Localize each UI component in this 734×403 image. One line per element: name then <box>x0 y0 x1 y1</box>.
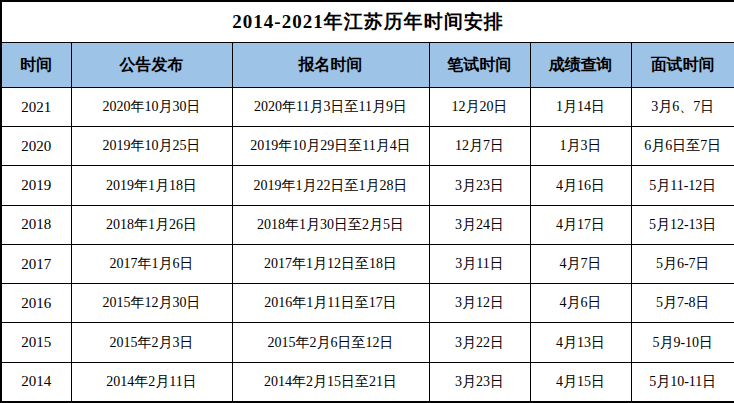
date-cell: 2015年12月30日 <box>71 284 232 323</box>
year-cell: 2014 <box>1 362 71 402</box>
year-cell: 2021 <box>1 88 71 127</box>
date-cell: 4月6日 <box>530 284 631 323</box>
date-cell: 2019年1月22日至1月28日 <box>232 166 429 205</box>
column-header: 面试时间 <box>631 43 734 88</box>
date-cell: 2017年1月12日至18日 <box>232 244 429 283</box>
year-cell: 2018 <box>1 205 71 244</box>
date-cell: 3月12日 <box>429 284 530 323</box>
date-cell: 2015年2月3日 <box>71 323 232 362</box>
date-cell: 3月22日 <box>429 323 530 362</box>
date-cell: 12月7日 <box>429 127 530 166</box>
date-cell: 4月16日 <box>530 166 631 205</box>
date-cell: 5月11-12日 <box>631 166 734 205</box>
table-row: 20212020年10月30日2020年11月3日至11月9日12月20日1月1… <box>1 88 734 127</box>
table-title: 2014-2021年江苏历年时间安排 <box>1 1 734 43</box>
date-cell: 5月9-10日 <box>631 323 734 362</box>
year-cell: 2019 <box>1 166 71 205</box>
table-row: 20162015年12月30日2016年1月11日至17日3月12日4月6日5月… <box>1 284 734 323</box>
date-cell: 2014年2月15日至21日 <box>232 362 429 402</box>
date-cell: 3月6、7日 <box>631 88 734 127</box>
date-cell: 6月6日至7日 <box>631 127 734 166</box>
date-cell: 2016年1月11日至17日 <box>232 284 429 323</box>
date-cell: 3月23日 <box>429 362 530 402</box>
date-cell: 4月15日 <box>530 362 631 402</box>
date-cell: 3月23日 <box>429 166 530 205</box>
date-cell: 12月20日 <box>429 88 530 127</box>
header-row: 时间公告发布报名时间笔试时间成绩查询面试时间 <box>1 43 734 88</box>
date-cell: 4月7日 <box>530 244 631 283</box>
table-body: 20212020年10月30日2020年11月3日至11月9日12月20日1月1… <box>1 88 734 403</box>
table-row: 20192019年1月18日2019年1月22日至1月28日3月23日4月16日… <box>1 166 734 205</box>
date-cell: 3月11日 <box>429 244 530 283</box>
date-cell: 5月12-13日 <box>631 205 734 244</box>
date-cell: 5月10-11日 <box>631 362 734 402</box>
column-header: 公告发布 <box>71 43 232 88</box>
column-header: 时间 <box>1 43 71 88</box>
year-cell: 2015 <box>1 323 71 362</box>
table-row: 20182018年1月26日2018年1月30日至2月5日3月24日4月17日5… <box>1 205 734 244</box>
date-cell: 1月14日 <box>530 88 631 127</box>
column-header: 笔试时间 <box>429 43 530 88</box>
date-cell: 2019年10月25日 <box>71 127 232 166</box>
date-cell: 2019年10月29日至11月4日 <box>232 127 429 166</box>
year-cell: 2020 <box>1 127 71 166</box>
date-cell: 2019年1月18日 <box>71 166 232 205</box>
date-cell: 2017年1月6日 <box>71 244 232 283</box>
table-row: 20152015年2月3日2015年2月6日至12日3月22日4月13日5月9-… <box>1 323 734 362</box>
schedule-table: 2014-2021年江苏历年时间安排 时间公告发布报名时间笔试时间成绩查询面试时… <box>0 0 734 403</box>
date-cell: 5月6-7日 <box>631 244 734 283</box>
date-cell: 2020年10月30日 <box>71 88 232 127</box>
column-header: 报名时间 <box>232 43 429 88</box>
year-cell: 2017 <box>1 244 71 283</box>
date-cell: 2018年1月30日至2月5日 <box>232 205 429 244</box>
table-row: 20142014年2月11日2014年2月15日至21日3月23日4月15日5月… <box>1 362 734 402</box>
page: 2014-2021年江苏历年时间安排 时间公告发布报名时间笔试时间成绩查询面试时… <box>0 0 734 403</box>
date-cell: 3月24日 <box>429 205 530 244</box>
column-header: 成绩查询 <box>530 43 631 88</box>
table-row: 20172017年1月6日2017年1月12日至18日3月11日4月7日5月6-… <box>1 244 734 283</box>
date-cell: 4月13日 <box>530 323 631 362</box>
date-cell: 2018年1月26日 <box>71 205 232 244</box>
date-cell: 2014年2月11日 <box>71 362 232 402</box>
table-row: 20202019年10月25日2019年10月29日至11月4日12月7日1月3… <box>1 127 734 166</box>
date-cell: 2020年11月3日至11月9日 <box>232 88 429 127</box>
date-cell: 2015年2月6日至12日 <box>232 323 429 362</box>
date-cell: 5月7-8日 <box>631 284 734 323</box>
year-cell: 2016 <box>1 284 71 323</box>
date-cell: 1月3日 <box>530 127 631 166</box>
date-cell: 4月17日 <box>530 205 631 244</box>
title-row: 2014-2021年江苏历年时间安排 <box>1 1 734 43</box>
